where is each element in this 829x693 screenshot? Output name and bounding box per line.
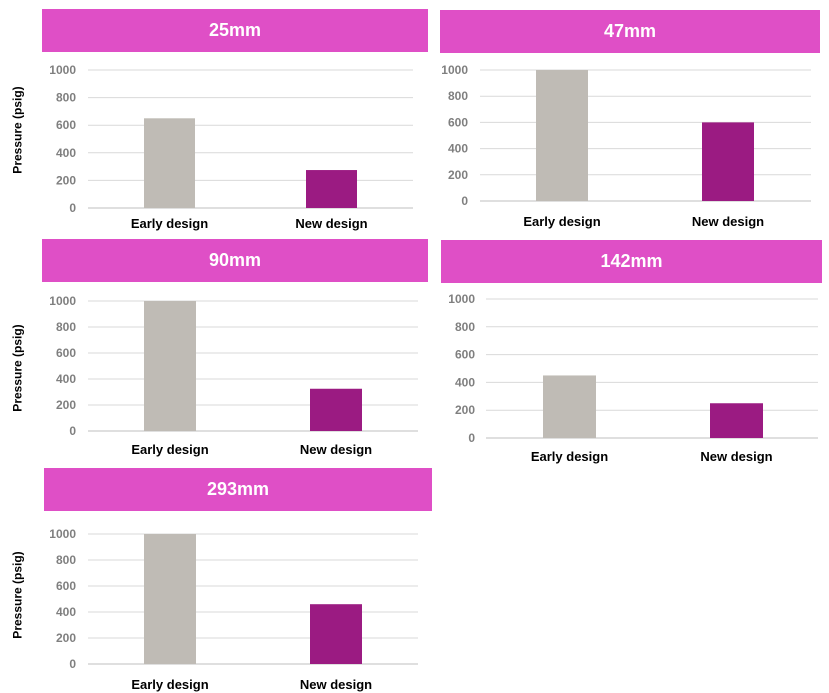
y-tick-label: 0 xyxy=(461,194,468,208)
x-category-label: Early design xyxy=(523,214,600,229)
bar-new-design xyxy=(310,604,362,664)
y-tick-label: 0 xyxy=(69,424,76,438)
y-tick-label: 200 xyxy=(455,403,475,417)
bar-new-design xyxy=(310,388,362,431)
y-tick-label: 800 xyxy=(56,553,76,567)
y-tick-label: 800 xyxy=(56,91,76,105)
y-tick-label: 400 xyxy=(448,142,468,156)
chart-title: 47mm xyxy=(440,10,820,53)
y-tick-label: 0 xyxy=(69,657,76,671)
bar-early-design xyxy=(144,534,196,664)
y-tick-label: 400 xyxy=(56,372,76,386)
y-tick-label: 1000 xyxy=(49,294,76,308)
y-tick-label: 600 xyxy=(455,348,475,362)
y-tick-label: 1000 xyxy=(49,527,76,541)
bar-new-design xyxy=(306,170,357,208)
bar-early-design xyxy=(144,118,195,208)
chart-title: 90mm xyxy=(42,239,428,282)
x-category-label: New design xyxy=(300,677,372,692)
y-tick-label: 600 xyxy=(56,346,76,360)
y-tick-label: 200 xyxy=(56,173,76,187)
bar-early-design xyxy=(536,70,588,201)
y-tick-label: 600 xyxy=(56,579,76,593)
x-category-label: Early design xyxy=(131,442,208,457)
x-category-label: New design xyxy=(692,214,764,229)
x-category-label: Early design xyxy=(131,216,208,231)
y-tick-label: 1000 xyxy=(448,292,475,306)
y-tick-label: 1000 xyxy=(49,63,76,77)
chart-title: 142mm xyxy=(441,240,822,283)
bar-new-design xyxy=(702,122,754,201)
y-tick-label: 400 xyxy=(56,146,76,160)
y-tick-label: 600 xyxy=(56,118,76,132)
y-tick-label: 600 xyxy=(448,115,468,129)
chart-title: 25mm xyxy=(42,9,428,52)
bar-early-design xyxy=(543,375,596,438)
x-category-label: New design xyxy=(300,442,372,457)
y-tick-label: 200 xyxy=(56,631,76,645)
y-tick-label: 0 xyxy=(69,201,76,215)
y-tick-label: 1000 xyxy=(441,63,468,77)
bar-new-design xyxy=(710,403,763,438)
x-category-label: New design xyxy=(700,449,772,464)
y-tick-label: 800 xyxy=(455,320,475,334)
x-category-label: New design xyxy=(295,216,367,231)
chart-title: 293mm xyxy=(44,468,432,511)
bar-early-design xyxy=(144,301,196,431)
x-category-label: Early design xyxy=(131,677,208,692)
y-tick-label: 200 xyxy=(56,398,76,412)
y-tick-label: 400 xyxy=(455,375,475,389)
y-tick-label: 400 xyxy=(56,605,76,619)
y-tick-label: 800 xyxy=(448,89,468,103)
y-tick-label: 200 xyxy=(448,168,468,182)
x-category-label: Early design xyxy=(531,449,608,464)
y-tick-label: 800 xyxy=(56,320,76,334)
y-tick-label: 0 xyxy=(468,431,475,445)
